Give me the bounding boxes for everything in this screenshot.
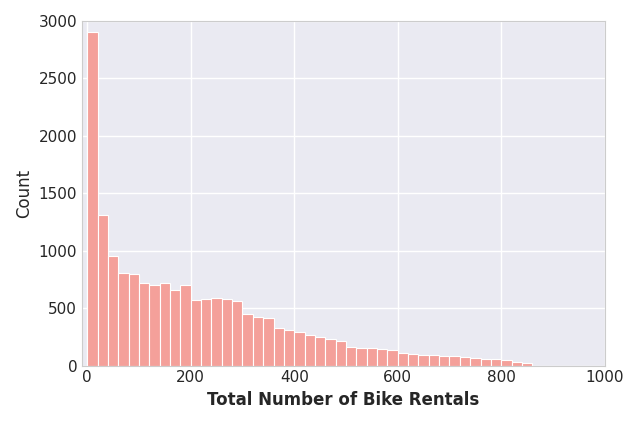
Bar — [491, 359, 501, 365]
Bar — [439, 356, 449, 365]
Bar — [315, 337, 325, 365]
Bar — [160, 283, 170, 365]
Bar — [263, 318, 273, 365]
Bar — [108, 257, 118, 365]
Bar — [377, 349, 387, 365]
Bar — [284, 330, 294, 365]
Bar — [212, 298, 222, 365]
Bar — [481, 359, 491, 365]
Y-axis label: Count: Count — [15, 169, 33, 218]
Bar — [118, 273, 128, 365]
Bar — [273, 328, 284, 365]
Bar — [335, 341, 346, 365]
Bar — [180, 285, 190, 365]
Bar — [470, 357, 481, 365]
Bar — [253, 317, 263, 365]
Bar — [305, 335, 315, 365]
Bar — [522, 363, 532, 365]
Bar — [408, 354, 419, 365]
Bar — [139, 283, 150, 365]
Bar — [128, 274, 139, 365]
Bar — [419, 354, 429, 365]
Bar — [150, 285, 160, 365]
Bar — [190, 300, 201, 365]
X-axis label: Total Number of Bike Rentals: Total Number of Bike Rentals — [207, 391, 479, 409]
Bar — [367, 349, 377, 365]
Bar — [170, 290, 180, 365]
Bar — [232, 301, 242, 365]
Bar — [512, 362, 522, 365]
Bar — [87, 33, 98, 365]
Bar — [397, 353, 408, 365]
Bar — [222, 299, 232, 365]
Bar — [325, 339, 335, 365]
Bar — [429, 355, 439, 365]
Bar — [201, 299, 212, 365]
Bar — [242, 314, 253, 365]
Bar — [460, 357, 470, 365]
Bar — [387, 349, 397, 365]
Bar — [501, 360, 512, 365]
Bar — [98, 215, 108, 365]
Bar — [449, 357, 460, 365]
Bar — [294, 332, 305, 365]
Bar — [357, 348, 367, 365]
Bar — [346, 347, 357, 365]
